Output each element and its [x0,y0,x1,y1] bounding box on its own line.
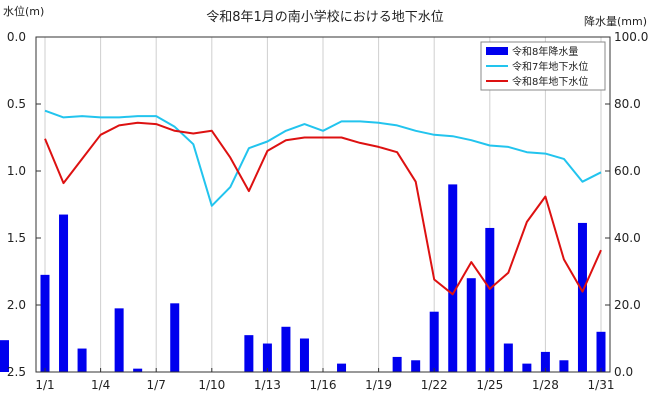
x-tick-label-1/31: 1/31 [588,378,615,392]
x-tick-label-1/16: 1/16 [310,378,337,392]
grid-lines [44,37,602,372]
x-axis-ticks: 1/1 1/4 1/7 1/10 1/13 1/16 1/19 1/22 1/25 1/28 1/3… [35,368,614,392]
precipitation-bar-day-undefined [0,340,9,372]
precipitation-bar-day-2 [59,214,69,372]
right-tick-label-60.0: 60.0 [614,164,641,178]
precipitation-bar-day-31 [596,331,606,372]
precipitation-bar-day-3 [77,348,87,372]
line-r7-water-level [44,109,602,207]
chart-title: 令和8年1月の南小学校における地下水位 [206,9,444,25]
precipitation-bar-day-21 [411,360,421,372]
right-axis-label: 降水量(mm) [584,14,647,28]
legend-label-2: 令和8年地下水位 [512,75,588,88]
x-tick-label-1/19: 1/19 [365,378,392,392]
precipitation-bar-day-27 [522,363,532,372]
x-tick-label-1/25: 1/25 [476,378,503,392]
legend-swatch-0 [486,47,508,55]
x-tick-label-1/7: 1/7 [147,378,166,392]
water-level-lines [44,109,602,296]
precipitation-bar-day-17 [337,363,347,372]
left-tick-label-2.5: 2.5 [7,365,26,379]
precipitation-bar-day-25 [485,227,495,372]
left-tick-label-0.5: 0.5 [7,97,26,111]
right-tick-label-80.0: 80.0 [614,97,641,111]
precipitation-bar-day-12 [244,335,254,372]
x-tick-label-1/28: 1/28 [532,378,559,392]
precipitation-bar-day-24 [466,278,476,372]
precipitation-bar-day-20 [392,356,402,372]
left-tick-label-0.0: 0.0 [7,30,26,44]
precipitation-bar-day-6 [133,368,143,372]
precipitation-bar-day-13 [262,343,272,372]
precipitation-bar-day-22 [429,311,439,372]
x-tick-label-1/10: 1/10 [198,378,225,392]
left-axis-ticks: 0.0 0.5 1.0 1.5 2.0 2.5 [7,30,41,379]
precipitation-bar-day-14 [281,326,291,372]
x-tick-label-1/22: 1/22 [421,378,448,392]
left-tick-label-1.0: 1.0 [7,164,26,178]
left-tick-label-2.0: 2.0 [7,298,26,312]
precipitation-bar-day-5 [114,308,124,372]
precipitation-bar-day-29 [559,360,569,372]
x-tick-label-1/4: 1/4 [91,378,110,392]
right-tick-label-100.0: 100.0 [614,30,648,44]
precipitation-bar-day-28 [540,351,550,372]
precipitation-bars [0,184,606,372]
line-r8-water-level [44,121,602,296]
precipitation-bar-day-26 [503,343,513,372]
precipitation-bar-day-15 [299,338,309,372]
legend-label-1: 令和7年地下水位 [512,60,588,73]
x-tick-label-1/13: 1/13 [254,378,281,392]
right-axis-ticks: 0.0 20.0 40.0 60.0 80.0 100.0 [605,30,648,379]
left-tick-label-1.5: 1.5 [7,231,26,245]
precipitation-bar-day-1 [40,274,50,372]
right-tick-label-40.0: 40.0 [614,231,641,245]
precipitation-bar-day-30 [577,222,587,372]
right-tick-label-0.0: 0.0 [614,365,633,379]
right-tick-label-20.0: 20.0 [614,298,641,312]
precipitation-bar-day-23 [448,184,458,372]
precipitation-bar-day-8 [170,303,180,372]
left-axis-label: 水位(m) [3,4,44,18]
x-tick-label-1/1: 1/1 [35,378,54,392]
legend-label-0: 令和8年降水量 [512,45,578,58]
